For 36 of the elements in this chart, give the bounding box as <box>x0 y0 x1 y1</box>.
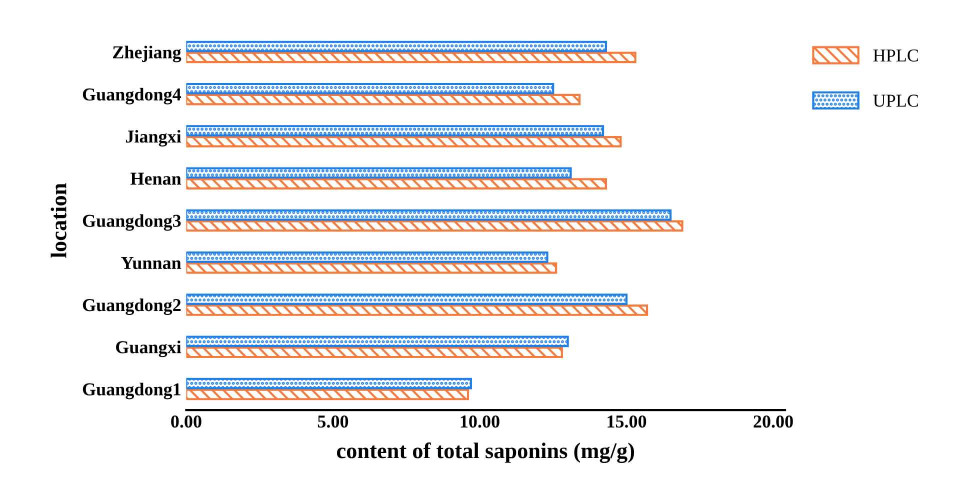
y-tick-label: Zhejiang <box>113 46 182 62</box>
bar <box>186 178 608 190</box>
bar <box>186 262 558 274</box>
y-tick-label: Guangdong4 <box>82 88 182 104</box>
bar <box>186 94 581 106</box>
y-tick-label: Guangdong2 <box>82 298 181 315</box>
x-tick-label: 20.00 <box>754 415 793 428</box>
y-tick-label: Yunnan <box>121 257 182 270</box>
bar <box>186 378 472 390</box>
y-tick-label: Guangdong3 <box>82 214 181 231</box>
x-tick-label: 15.00 <box>608 415 646 428</box>
x-tick-label: 10.00 <box>460 415 500 428</box>
y-tick-label: Guangdong1 <box>82 382 180 400</box>
bar <box>186 167 572 179</box>
bar <box>186 336 569 348</box>
y-axis-title: location <box>50 183 66 258</box>
legend-label: HPLC <box>873 49 918 62</box>
x-tick-label: 5.00 <box>318 415 348 428</box>
bar <box>186 294 628 305</box>
bar <box>186 304 648 316</box>
y-tick-label: Guangxi <box>116 340 182 358</box>
y-tick-label: Henan <box>130 172 182 185</box>
bar <box>186 251 548 263</box>
bar <box>186 136 622 148</box>
x-axis-title: content of total saponins (mg/g) <box>337 442 634 463</box>
bar <box>186 52 636 64</box>
bar <box>186 125 604 136</box>
legend-label: UPLC <box>873 94 918 107</box>
bar <box>186 82 554 94</box>
bar <box>186 40 608 52</box>
bar <box>186 209 672 221</box>
x-tick-label: 0.00 <box>171 415 202 428</box>
bar <box>186 346 563 358</box>
bar <box>186 220 684 232</box>
bar <box>186 388 470 400</box>
y-tick-label: Jiangxi <box>126 130 182 146</box>
